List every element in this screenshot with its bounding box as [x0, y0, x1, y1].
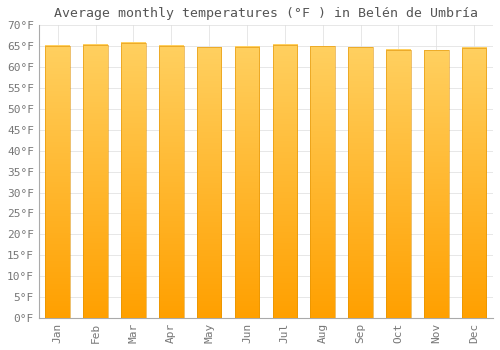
Bar [197, 47, 222, 318]
Bar [159, 46, 184, 318]
Bar [424, 50, 448, 318]
Bar [272, 45, 297, 318]
Bar [234, 47, 260, 318]
Bar [462, 48, 486, 318]
Bar [46, 46, 70, 318]
Title: Average monthly temperatures (°F ) in Belén de Umbría: Average monthly temperatures (°F ) in Be… [54, 7, 478, 20]
Bar [84, 45, 108, 318]
Bar [310, 46, 335, 318]
Bar [348, 47, 373, 318]
Bar [121, 43, 146, 318]
Bar [386, 50, 410, 318]
